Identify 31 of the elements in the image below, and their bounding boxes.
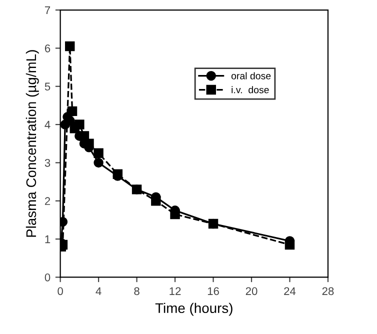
point (208, 218, 218, 229)
y-tick-label: 3 (44, 158, 50, 167)
point (170, 209, 180, 220)
point (94, 148, 104, 158)
point (84, 138, 94, 148)
y-tick-label: 0 (44, 273, 50, 282)
x-axis-title: Time (hours) (155, 302, 232, 316)
point (284, 240, 295, 250)
x-tick-label: 12 (170, 287, 181, 295)
y-tick-label: 5 (44, 82, 50, 90)
x-tick-label: 24 (284, 287, 296, 295)
x-tick-label: 20 (246, 287, 258, 296)
y-tick-label: 1 (45, 235, 50, 244)
point (151, 196, 161, 206)
x-tick-label: 28 (322, 287, 334, 296)
y-tick-label: 7 (44, 6, 50, 14)
legend-label: i.v. dose (232, 86, 269, 94)
y-axis-title: Plasma Concentration (µg/mL) (26, 50, 39, 237)
legend-label: oral dose (231, 72, 271, 80)
point (74, 120, 84, 130)
x-tick-label: 16 (208, 287, 219, 296)
point (65, 41, 75, 52)
y-tick-label: 4 (44, 120, 50, 129)
x-tick-label: 8 (134, 287, 140, 296)
y-tick-label: 6 (44, 44, 50, 52)
x-tick-label: 4 (96, 287, 102, 295)
point (67, 106, 78, 116)
y-tick-label: 2 (44, 197, 50, 205)
point (94, 158, 104, 168)
point (79, 131, 90, 141)
x-tick-label: 0 (58, 287, 63, 296)
